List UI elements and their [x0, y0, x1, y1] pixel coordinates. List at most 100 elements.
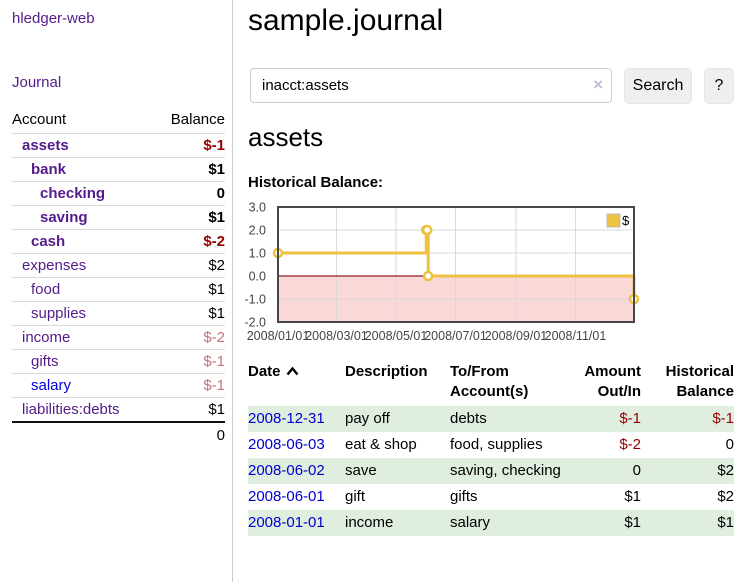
transaction-accounts: food, supplies	[450, 436, 543, 453]
transaction-balance: $2	[717, 488, 734, 505]
column-header-balance: Historical Balance	[665, 363, 734, 400]
transaction-amount: $1	[624, 514, 641, 531]
app-title-link[interactable]: hledger-web	[12, 10, 95, 27]
register-table: Date Description To/From Account(s) Amou…	[248, 360, 734, 536]
account-link[interactable]: assets	[22, 137, 69, 154]
account-row: gifts $-1	[12, 349, 225, 374]
transaction-amount: $-1	[619, 410, 641, 427]
account-balance: $-2	[118, 229, 225, 254]
svg-text:2008/05/01: 2008/05/01	[365, 329, 428, 343]
account-link[interactable]: supplies	[31, 305, 87, 322]
accounts-table: Account Balance assets $-1 bank $1 checking 0…	[12, 108, 225, 448]
total-balance: 0	[118, 421, 225, 448]
account-balance: $2	[118, 253, 225, 278]
account-link[interactable]: cash	[31, 233, 66, 250]
account-balance: $1	[118, 301, 225, 326]
svg-text:2008/03/01: 2008/03/01	[305, 329, 368, 343]
sidebar: hledger-web Journal Account Balance asse…	[0, 0, 233, 582]
account-heading: assets	[248, 122, 324, 152]
journal-nav: Journal	[12, 74, 224, 91]
clear-search-icon[interactable]: ×	[593, 75, 603, 94]
transaction-date-link[interactable]: 2008-01-01	[248, 514, 325, 531]
column-header-amount: Amount Out/In	[584, 363, 641, 400]
search-button[interactable]: Search	[624, 68, 692, 104]
account-balance: $-2	[118, 325, 225, 350]
account-link[interactable]: income	[22, 329, 71, 346]
svg-text:2008/01/01: 2008/01/01	[247, 329, 310, 343]
column-header-date[interactable]: Date	[248, 360, 345, 406]
account-row: saving $1	[12, 205, 225, 230]
account-balance: 0	[118, 181, 225, 206]
search-input[interactable]	[250, 68, 612, 103]
register-row: 2008-01-01 income salary $1 $1	[248, 510, 734, 536]
balance-chart-svg: $3.0 2.0 1.0 0.0 -1.0 -2.02008/01/012008/03/0…	[244, 201, 640, 343]
account-balance: $-1	[118, 349, 225, 374]
account-link[interactable]: salary	[31, 377, 72, 394]
account-balance: $1	[118, 277, 225, 302]
transaction-date-link[interactable]: 2008-06-03	[248, 436, 325, 453]
transaction-description: income	[345, 514, 394, 531]
account-balance: $1	[118, 397, 225, 423]
svg-text:2008/09/01: 2008/09/01	[485, 329, 548, 343]
transaction-description: save	[345, 462, 377, 479]
transaction-balance: $1	[717, 514, 734, 531]
account-balance: $-1	[118, 133, 225, 158]
account-balance: $1	[118, 157, 225, 182]
transaction-balance: $-1	[712, 410, 734, 427]
account-row: checking 0	[12, 181, 225, 206]
transaction-amount: $-2	[619, 436, 641, 453]
account-row: liabilities:debts $1	[12, 397, 225, 423]
account-row: expenses $2	[12, 253, 225, 278]
account-link[interactable]: food	[31, 281, 61, 298]
accounts-header-row: Account Balance	[12, 108, 225, 134]
register-row: 2008-06-02 save saving, checking 0 $2	[248, 458, 734, 484]
svg-text:-2.0: -2.0	[244, 316, 266, 330]
svg-text:1.0: 1.0	[249, 247, 266, 261]
account-link[interactable]: liabilities:debts	[22, 401, 120, 418]
transaction-balance: $2	[717, 462, 734, 479]
transaction-accounts: debts	[450, 410, 487, 427]
transaction-date-link[interactable]: 2008-06-02	[248, 462, 325, 479]
app-title: hledger-web	[12, 10, 224, 27]
account-balance: $-1	[118, 373, 225, 398]
main-content: sample.journal × Search ? assets Histori…	[244, 0, 734, 582]
sort-ascending-icon	[286, 362, 299, 382]
transaction-description: gift	[345, 488, 366, 505]
account-link[interactable]: bank	[31, 161, 67, 178]
svg-text:0.0: 0.0	[249, 270, 266, 284]
total-row-spacer	[12, 421, 119, 448]
chart-legend: $	[606, 213, 630, 228]
svg-text:3.0: 3.0	[249, 202, 266, 215]
account-link[interactable]: checking	[40, 185, 106, 202]
accounts-table-body: assets $-1 bank $1 checking 0 saving $1 cash $-2 e…	[12, 133, 225, 423]
svg-text:$: $	[622, 213, 630, 228]
transaction-accounts: salary	[450, 514, 491, 531]
account-row: bank $1	[12, 157, 225, 182]
accounts-total-row: 0	[12, 421, 225, 448]
register-header-row: Date Description To/From Account(s) Amou…	[248, 360, 734, 406]
register-table-body: 2008-12-31 pay off debts $-1 $-1 2008-06-03 ea…	[248, 406, 734, 536]
page-title: sample.journal	[248, 4, 444, 37]
transaction-date-link[interactable]: 2008-12-31	[248, 410, 325, 427]
transaction-date-link[interactable]: 2008-06-01	[248, 488, 325, 505]
register-row: 2008-06-01 gift gifts $1 $2	[248, 484, 734, 510]
nav-journal-link[interactable]: Journal	[12, 74, 62, 91]
column-header-description: Description	[345, 363, 428, 380]
account-row: cash $-2	[12, 229, 225, 254]
transaction-accounts: saving, checking	[450, 462, 561, 479]
chart-label: Historical Balance:	[248, 174, 384, 191]
account-row: supplies $1	[12, 301, 225, 326]
transaction-amount: 0	[632, 462, 641, 479]
transaction-accounts: gifts	[450, 488, 478, 505]
column-header-date-label: Date	[248, 363, 281, 380]
svg-text:2008/11/01: 2008/11/01	[545, 329, 607, 343]
help-button[interactable]: ?	[704, 68, 734, 104]
account-row: income $-2	[12, 325, 225, 350]
register-row: 2008-12-31 pay off debts $-1 $-1	[248, 406, 734, 432]
account-link[interactable]: saving	[40, 209, 88, 226]
account-row: assets $-1	[12, 133, 225, 158]
svg-text:2008/07/01: 2008/07/01	[424, 329, 487, 343]
account-link[interactable]: gifts	[31, 353, 59, 370]
account-row: food $1	[12, 277, 225, 302]
account-link[interactable]: expenses	[22, 257, 87, 274]
